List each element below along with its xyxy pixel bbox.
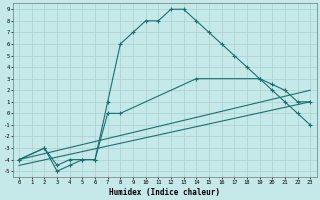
X-axis label: Humidex (Indice chaleur): Humidex (Indice chaleur): [109, 188, 220, 197]
